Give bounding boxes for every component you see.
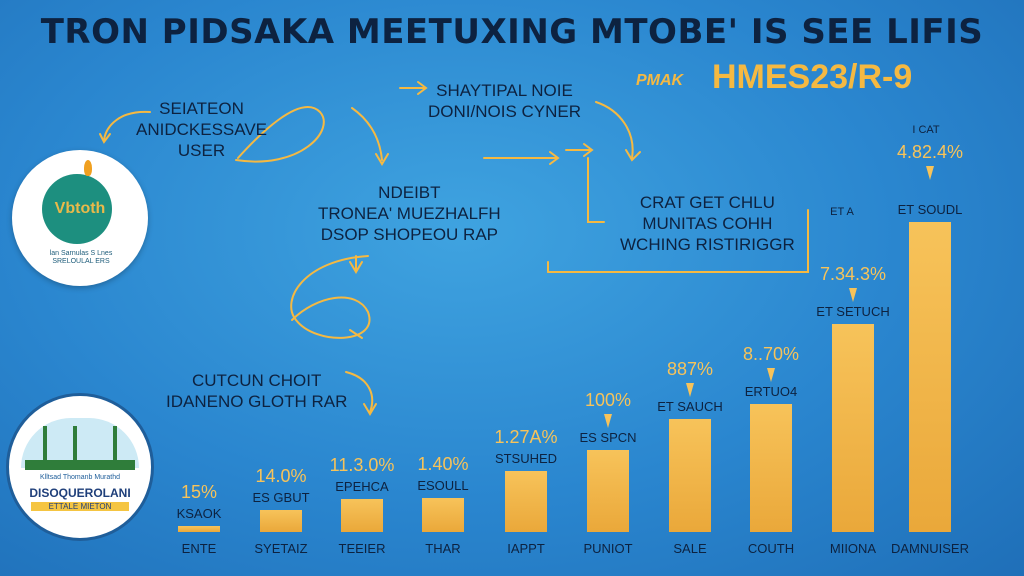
- bar-label: ET SAUCH: [657, 398, 723, 414]
- bottom-logo: Klltsad Thomanb Murathd DISOQUEROLANI ET…: [6, 393, 154, 541]
- note-line: USER: [177, 141, 226, 160]
- bar: [422, 498, 464, 532]
- globe-icon: [42, 174, 112, 244]
- note-line: ANIDCKESSAVE: [136, 120, 268, 139]
- category-label: IAPPT: [507, 541, 545, 556]
- category-label: PUNIOT: [583, 541, 633, 556]
- note-line: CUTCUN CHOIT: [191, 371, 322, 390]
- logo-ground: [25, 460, 135, 470]
- category-label: COUTH: [747, 541, 795, 556]
- bar-label: ET SETUCH: [816, 304, 890, 320]
- flame-icon: [84, 160, 92, 176]
- top-small-label: I CAT: [912, 124, 940, 136]
- category-label: SYETAIZ: [254, 541, 308, 556]
- note-line: WCHING RISTIRIGGR: [620, 235, 795, 254]
- note-top-left: SEIATEON ANIDCKESSAVE USER: [136, 98, 267, 161]
- value-label: 15%: [180, 482, 218, 502]
- bar-label: ERTUO4: [744, 383, 798, 399]
- note-right: CRAT GET CHLU MUNITAS COHH WCHING RISTIR…: [620, 192, 795, 255]
- value-label: 100%: [584, 389, 632, 410]
- mid-small-label: ET A: [830, 206, 854, 218]
- value-marker: [767, 367, 775, 382]
- top-logo: Vbtoth lan Sarnulas S Lnes SRELOULAL ERS: [12, 150, 148, 286]
- bar: [909, 222, 951, 532]
- note-line: SHAYTIPAL NOIE: [436, 81, 573, 100]
- value-marker: [926, 166, 934, 180]
- note-line: SEIATEON: [159, 99, 244, 118]
- bar-label: ES GBUT: [252, 489, 310, 505]
- bar: [505, 471, 547, 532]
- bar-label: ES SPCN: [579, 429, 637, 445]
- bar: [178, 526, 220, 532]
- category-label: MIIONA: [829, 541, 877, 556]
- logo-line-3: ETTALE MIETON: [31, 502, 129, 511]
- bar-label: STSUHED: [494, 451, 558, 467]
- palm-tree-icon: [73, 426, 77, 460]
- value-label: 4.82.4%: [896, 142, 964, 162]
- value-label: 8..70%: [742, 343, 800, 364]
- bar: [669, 418, 711, 532]
- category-label: THAR: [425, 541, 461, 556]
- value-label: 7.34.3%: [819, 264, 887, 285]
- note-line: MUNITAS COHH: [642, 214, 773, 233]
- logo-wordmark: Vbtoth: [54, 200, 106, 217]
- bar: [341, 498, 383, 532]
- bar: [587, 449, 629, 532]
- palm-tree-icon: [43, 426, 47, 460]
- value-marker: [849, 288, 857, 303]
- logo-line-2: DISOQUEROLANI: [29, 486, 131, 500]
- note-line: DSOP SHOPEOU RAP: [320, 225, 498, 244]
- bar-label: ESOULL: [417, 478, 469, 494]
- note-line: CRAT GET CHLU: [639, 193, 775, 212]
- category-label: DAMNUISER: [890, 541, 969, 556]
- value-label: 1.40%: [417, 454, 469, 475]
- chart-title: TRON PIDSAKA MEETUXING MTOBE' IS SEE LIF…: [40, 12, 984, 52]
- note-top-center: SHAYTIPAL NOIE DONI/NOIS CYNER: [428, 80, 581, 122]
- value-marker: [604, 413, 612, 428]
- value-label: 11.3.0%: [329, 454, 395, 475]
- chart-subtitle: HMES23/R-9: [712, 58, 913, 96]
- category-label: SALE: [673, 541, 707, 556]
- value-label: 1.27A%: [494, 427, 558, 448]
- value-marker: [686, 382, 694, 397]
- note-middle: NDEIBT TRONEA' MUEZHALFH DSOP SHOPEOU RA…: [318, 182, 501, 245]
- bar: [260, 509, 302, 532]
- palm-tree-icon: [113, 426, 117, 460]
- note-line: NDEIBT: [378, 183, 441, 202]
- value-label: 887%: [666, 358, 714, 379]
- value-label: 14.0%: [255, 465, 307, 486]
- note-lower: CUTCUN CHOIT IDANENO GLOTH RAR: [166, 370, 347, 412]
- bar-label: KSAOK: [176, 506, 222, 521]
- note-line: TRONEA' MUEZHALFH: [318, 204, 501, 223]
- category-label: TEEIER: [338, 541, 386, 556]
- bar-label: EPEHCA: [335, 478, 389, 494]
- bar: [832, 324, 874, 532]
- bar-label: ET SOUDL: [897, 202, 963, 217]
- subtitle-tag: PMAK: [636, 72, 684, 89]
- note-line: IDANENO GLOTH RAR: [166, 392, 348, 411]
- category-label: ENTE: [181, 541, 217, 556]
- bar: [750, 403, 792, 532]
- note-line: DONI/NOIS CYNER: [428, 102, 582, 121]
- logo-tagline: lan Sarnulas S Lnes SRELOULAL ERS: [49, 250, 113, 265]
- logo-line-1: Klltsad Thomanb Murathd: [39, 474, 121, 481]
